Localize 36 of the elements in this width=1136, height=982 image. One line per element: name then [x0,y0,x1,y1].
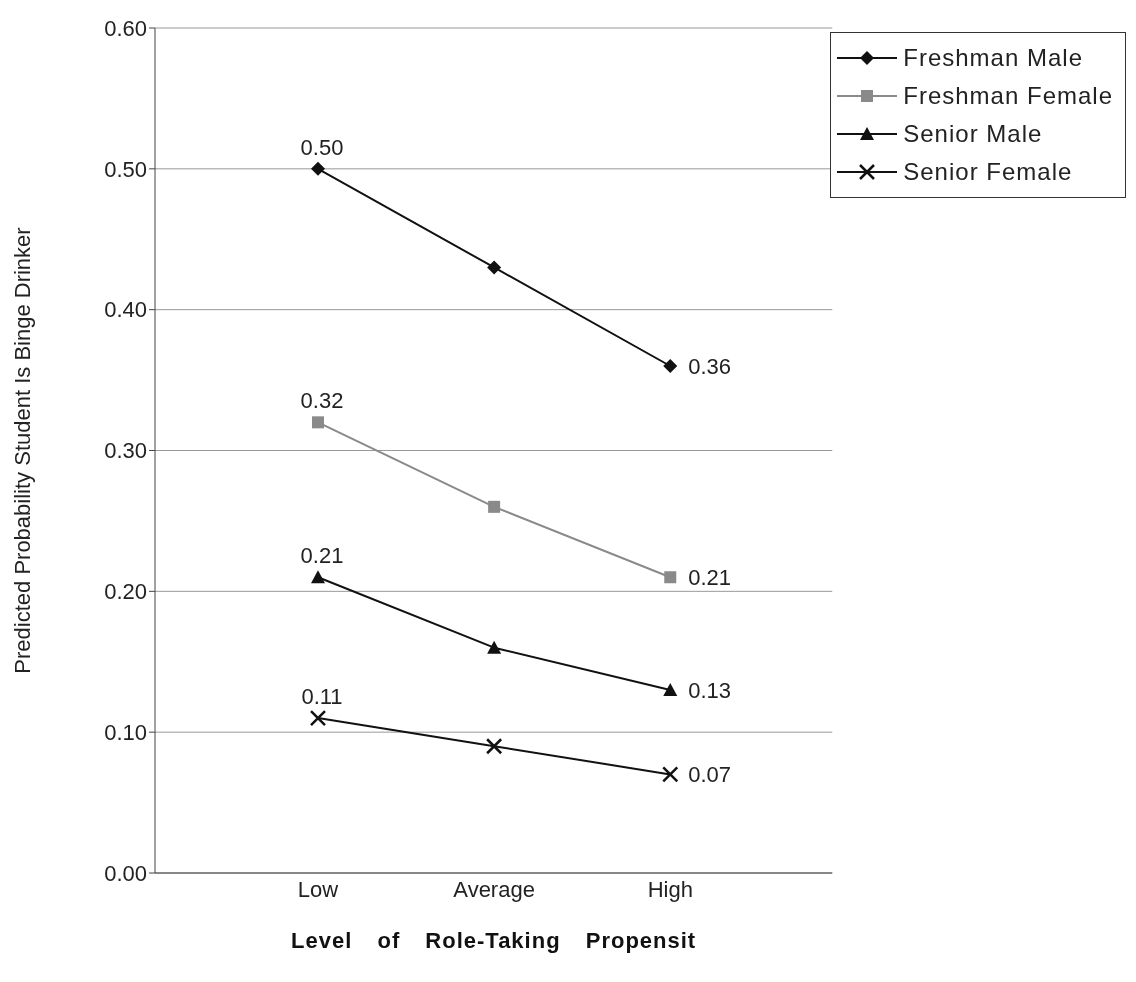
legend-label: Freshman Female [903,82,1113,110]
y-tick-label: 0.20 [104,579,147,605]
data-label: 0.07 [688,762,732,788]
point [662,766,679,783]
point [487,640,502,654]
legend-label: Senior Male [903,120,1043,148]
data-label: 0.21 [688,565,732,591]
point [487,260,502,275]
x-tick-label: Low [297,876,339,902]
y-tick-label: 0.30 [104,438,147,464]
y-tick-label: 0.00 [104,860,147,886]
point [485,738,503,755]
point [311,161,325,176]
y-tick-label: 0.60 [104,15,147,41]
point [309,709,327,727]
point [664,571,677,584]
point [663,682,678,696]
legend-label: Senior Female [903,158,1073,186]
point [488,500,501,513]
y-tick-label: 0.10 [104,719,147,745]
point [312,416,324,429]
x-tick-label: High [647,876,693,902]
point [311,570,325,584]
point [663,359,678,373]
data-label: 0.11 [301,684,343,710]
y-tick-label: 0.50 [104,156,147,182]
data-label: 0.36 [688,354,732,379]
data-label: 0.21 [300,543,344,569]
y-axis-title: Predicted Probability Student Is Binge Drinker [9,227,35,674]
legend-label: Freshman Male [903,44,1083,72]
x-axis-title: Level of Role-Taking Propensit [291,928,697,953]
data-label: 0.32 [300,388,344,414]
data-label: 0.50 [300,134,344,160]
y-tick-label: 0.40 [104,297,147,323]
x-tick-label: Average [453,876,535,902]
data-label: 0.13 [688,677,732,703]
